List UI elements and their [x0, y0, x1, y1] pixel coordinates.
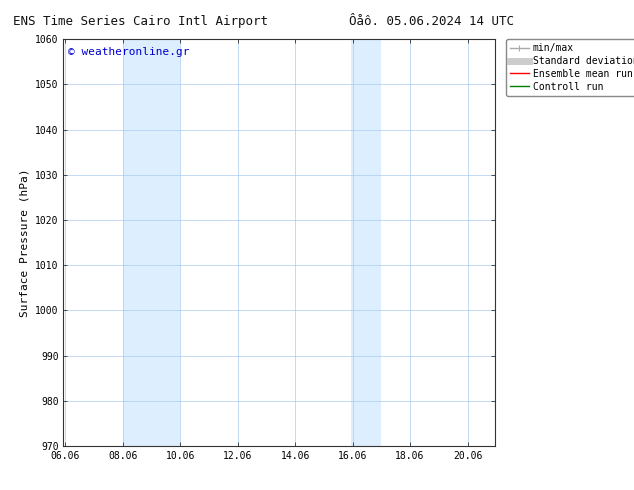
- Text: Ôåô. 05.06.2024 14 UTC: Ôåô. 05.06.2024 14 UTC: [349, 15, 514, 28]
- Text: © weatheronline.gr: © weatheronline.gr: [68, 48, 189, 57]
- Bar: [122, 39, 180, 446]
- Text: ENS Time Series Cairo Intl Airport: ENS Time Series Cairo Intl Airport: [13, 15, 268, 28]
- Bar: [351, 39, 381, 446]
- Legend: min/max, Standard deviation, Ensemble mean run, Controll run: min/max, Standard deviation, Ensemble me…: [506, 39, 634, 96]
- Y-axis label: Surface Pressure (hPa): Surface Pressure (hPa): [20, 168, 30, 317]
